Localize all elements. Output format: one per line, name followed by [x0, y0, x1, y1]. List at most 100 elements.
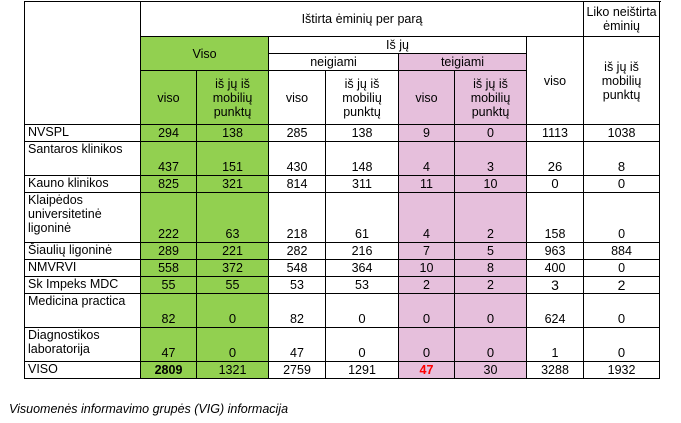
table-cell: 4 — [398, 192, 455, 243]
table-cell: 372 — [196, 259, 269, 277]
table-cell: 400 — [525, 259, 585, 277]
table-cell: 294 — [140, 124, 197, 142]
corner-cell — [24, 1, 141, 125]
table-cell: 0 — [583, 327, 661, 362]
header-positive: teigiami — [398, 53, 527, 71]
table-cell: 2 — [583, 276, 661, 294]
table-cell: 884 — [583, 242, 661, 260]
table-cell: 311 — [325, 175, 399, 193]
table-cell: 3 — [454, 141, 527, 176]
table-cell: 0 — [325, 293, 399, 328]
table-cell: 63 — [196, 192, 269, 243]
table-cell: 218 — [268, 192, 326, 243]
header-total: Viso — [140, 36, 269, 71]
header-total-mobile: iš jų iš mobilių punktų — [196, 70, 269, 125]
table-cell: 8 — [583, 141, 661, 176]
table-cell: 0 — [454, 327, 527, 362]
table-cell: 47 — [268, 327, 326, 362]
table-cell: 61 — [325, 192, 399, 243]
row-label: Šiaulių ligoninė — [24, 242, 141, 260]
header-remaining-all: viso — [525, 36, 585, 125]
table-cell: 2 — [398, 276, 455, 294]
table-cell: 2809 — [140, 361, 197, 379]
table-cell: 1321 — [196, 361, 269, 379]
table-cell: 55 — [140, 276, 197, 294]
table-cell: 221 — [196, 242, 269, 260]
table-cell: 825 — [140, 175, 197, 193]
table-cell: 282 — [268, 242, 326, 260]
row-label: Kauno klinikos — [24, 175, 141, 193]
table-cell: 3288 — [525, 361, 585, 379]
table-cell: 0 — [398, 293, 455, 328]
table-body: NVSPL 294 138 285 138 9 0 1113 1038 Santaros klin… — [24, 124, 661, 379]
table-row: Diagnostikos laboratorija 47 0 47 0 0 0 1 0 — [24, 327, 661, 362]
table-row: Santaros klinikos 437 151 430 148 4 3 26 8 — [24, 141, 661, 176]
table-cell: 1038 — [583, 124, 661, 142]
table-cell: 4 — [398, 141, 455, 176]
row-label: Santaros klinikos — [24, 141, 141, 176]
table-cell: 82 — [268, 293, 326, 328]
table-row: Šiaulių ligoninė 289 221 282 216 7 5 963 884 — [24, 242, 661, 260]
table-cell: 9 — [398, 124, 455, 142]
table-cell: 11 — [398, 175, 455, 193]
table-cell: 5 — [454, 242, 527, 260]
header-remaining: Liko neištirta ėminių — [583, 1, 661, 37]
table-cell: 0 — [325, 327, 399, 362]
table-cell: 0 — [583, 192, 661, 243]
table-row: NVSPL 294 138 285 138 9 0 1113 1038 — [24, 124, 661, 142]
table-cell: 3 — [525, 276, 585, 294]
table-cell: 558 — [140, 259, 197, 277]
table-cell: 47 — [140, 327, 197, 362]
table-cell: 289 — [140, 242, 197, 260]
table-cell: 0 — [398, 327, 455, 362]
table-cell: 55 — [196, 276, 269, 294]
header-remaining-mobile: iš jų iš mobilių punktų — [583, 36, 661, 125]
table-cell: 26 — [525, 141, 585, 176]
table-cell: 8 — [454, 259, 527, 277]
table-cell: 1291 — [325, 361, 399, 379]
footer-source-note: Visuomenės informavimo grupės (VIG) info… — [9, 402, 289, 416]
table-cell: 364 — [325, 259, 399, 277]
table-cell: 2 — [454, 276, 527, 294]
table-cell: 82 — [140, 293, 197, 328]
row-label: Medicina practica — [24, 293, 141, 328]
table-cell: 1 — [525, 327, 585, 362]
table-cell: 10 — [454, 175, 527, 193]
table-cell: 0 — [525, 175, 585, 193]
table-row: Medicina practica 82 0 82 0 0 0 624 0 — [24, 293, 661, 328]
table-cell: 814 — [268, 175, 326, 193]
header-of-them: Iš jų — [268, 36, 527, 54]
table-row: Sk Impeks MDC 55 55 53 53 2 2 3 2 — [24, 276, 661, 294]
header-positive-all: viso — [398, 70, 455, 125]
row-label: VISO — [24, 361, 141, 379]
table-cell: 321 — [196, 175, 269, 193]
table-cell: 30 — [454, 361, 527, 379]
table-cell: 0 — [454, 293, 527, 328]
table-cell: 0 — [454, 124, 527, 142]
table-cell: 285 — [268, 124, 326, 142]
table-cell: 0 — [583, 293, 661, 328]
header-tested: Ištirta ėminių per parą — [139, 1, 585, 37]
table-cell: 430 — [268, 141, 326, 176]
table-row: Kauno klinikos 825 321 814 311 11 10 0 0 — [24, 175, 661, 193]
table-cell: 222 — [140, 192, 197, 243]
table-cell: 216 — [325, 242, 399, 260]
row-label: Klaipėdos universitetinė ligoninė — [24, 192, 141, 243]
row-label: Diagnostikos laboratorija — [24, 327, 141, 362]
table-cell: 0 — [583, 175, 661, 193]
table-row: Klaipėdos universitetinė ligoninė 222 63 21… — [24, 192, 661, 243]
table-cell: 548 — [268, 259, 326, 277]
table-cell: 10 — [398, 259, 455, 277]
row-label: NVSPL — [24, 124, 141, 142]
table-cell: 1113 — [525, 124, 585, 142]
table-cell: 53 — [268, 276, 326, 294]
header-negative-mobile: iš jų iš mobilių punktų — [325, 70, 399, 125]
table-cell: 963 — [525, 242, 585, 260]
table-cell: 138 — [196, 124, 269, 142]
table-cell: 624 — [525, 293, 585, 328]
table-cell: 7 — [398, 242, 455, 260]
row-label: Sk Impeks MDC — [24, 276, 141, 294]
table-cell: 437 — [140, 141, 197, 176]
table-cell: 2 — [454, 192, 527, 243]
table-cell: 47 — [398, 361, 455, 379]
